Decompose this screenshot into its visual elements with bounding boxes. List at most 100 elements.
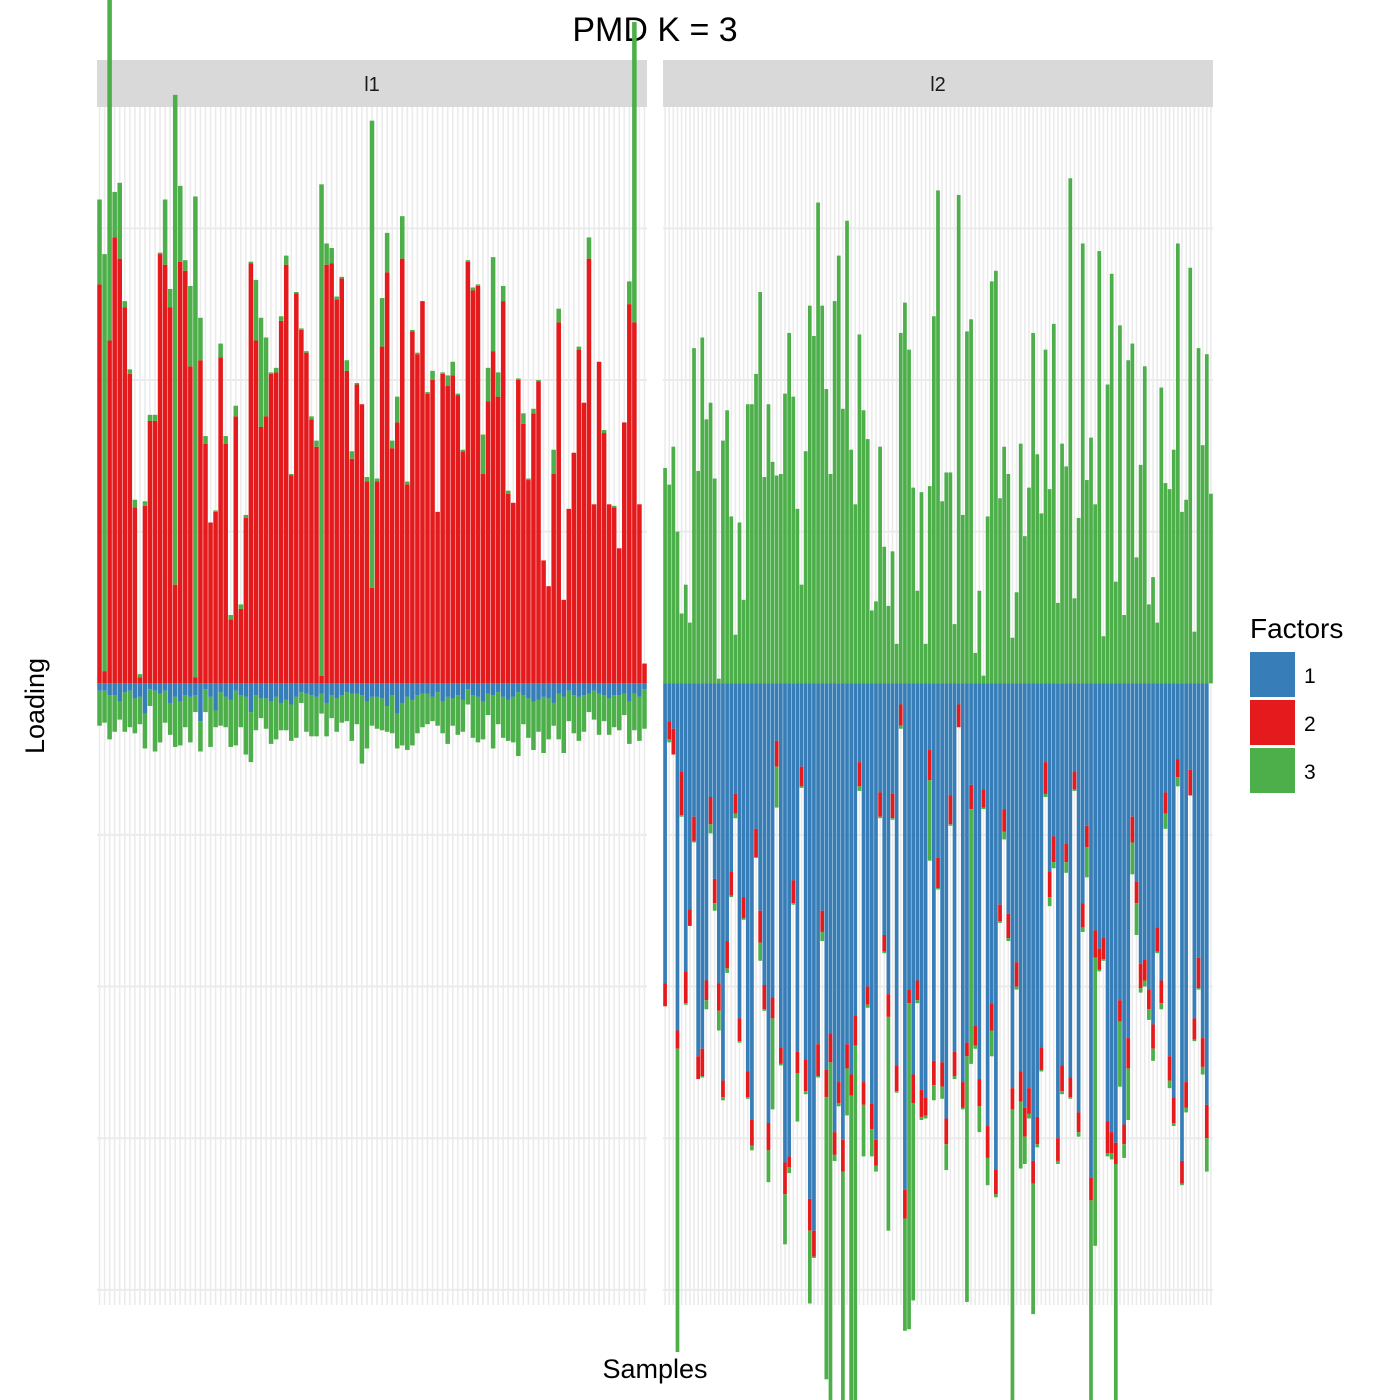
bar-factor-3 — [973, 652, 978, 684]
bar-factor-3 — [745, 404, 750, 684]
bar-factor-3 — [102, 690, 107, 723]
bar-factor-3 — [122, 301, 128, 308]
bar-factor-3 — [1010, 637, 1015, 684]
bar-factor-1 — [455, 683, 461, 696]
bar-factor-3 — [1134, 557, 1139, 684]
bar-factor-2 — [874, 1139, 878, 1166]
bar-factor-2 — [1142, 959, 1147, 981]
bar-factor-2 — [865, 986, 870, 1005]
bar-factor-2 — [956, 704, 961, 728]
bar-factor-1 — [799, 683, 804, 767]
bar-factor-3 — [894, 1091, 899, 1093]
bar-factor-2 — [700, 1048, 705, 1077]
bar-factor-3 — [1002, 831, 1007, 840]
bar-factor-3 — [586, 693, 592, 713]
bar-factor-1 — [874, 683, 878, 1140]
bar-factor-3 — [122, 692, 128, 732]
bar-factor-1 — [485, 683, 491, 694]
bar-factor-1 — [812, 683, 816, 1231]
bar-factor-3 — [911, 1103, 916, 1301]
bar-factor-3 — [919, 1116, 924, 1120]
bar-factor-3 — [944, 472, 949, 684]
bar-factor-2 — [1076, 1112, 1081, 1133]
bar-factor-3 — [903, 1218, 907, 1331]
bar-factor-3 — [470, 287, 476, 291]
bar-factor-2 — [581, 402, 587, 684]
bar-factor-3 — [394, 713, 400, 749]
bar-factor-2 — [944, 1118, 949, 1145]
bar-factor-3 — [1076, 1132, 1081, 1137]
bar-factor-3 — [157, 252, 163, 255]
bar-factor-2 — [754, 828, 758, 858]
bar-factor-3 — [977, 590, 982, 684]
bar-factor-2 — [642, 663, 647, 684]
bar-factor-2 — [898, 704, 903, 726]
bar-factor-1 — [973, 683, 978, 1026]
bar-factor-1 — [314, 683, 319, 697]
bar-factor-3 — [430, 370, 435, 380]
bar-factor-3 — [642, 689, 647, 729]
bar-factor-3 — [1188, 267, 1193, 684]
bar-factor-1 — [258, 683, 264, 699]
bar-factor-2 — [188, 366, 193, 684]
bar-factor-3 — [167, 702, 173, 735]
bar-factor-3 — [1010, 1109, 1015, 1400]
bar-factor-3 — [571, 695, 577, 734]
bar-factor-3 — [1138, 464, 1143, 684]
bar-factor-2 — [675, 1030, 680, 1049]
bar-factor-3 — [172, 696, 178, 747]
bar-factor-3 — [203, 436, 208, 444]
bar-factor-2 — [470, 290, 476, 684]
bar-factor-3 — [1196, 348, 1201, 684]
bar-factor-3 — [1039, 513, 1044, 684]
bar-factor-1 — [1093, 683, 1097, 931]
bar-factor-3 — [304, 693, 309, 732]
bar-factor-1 — [1072, 683, 1077, 772]
bar-factor-1 — [1006, 683, 1011, 914]
bar-factor-3 — [248, 712, 254, 763]
bar-factor-1 — [142, 683, 148, 714]
bar-factor-3 — [969, 809, 973, 1064]
bar-factor-1 — [213, 683, 218, 711]
bar-factor-2 — [268, 373, 274, 684]
bar-factor-2 — [1035, 1116, 1040, 1145]
bar-factor-2 — [384, 272, 390, 684]
bar-factor-1 — [193, 683, 198, 696]
bar-factor-2 — [989, 1003, 994, 1031]
bar-factor-1 — [683, 683, 688, 972]
bar-factor-2 — [394, 422, 400, 684]
bar-factor-3 — [309, 695, 314, 737]
bar-factor-2 — [637, 504, 642, 684]
bar-factor-1 — [445, 683, 450, 697]
bar-factor-3 — [147, 689, 153, 706]
bar-factor-2 — [324, 264, 329, 684]
strip-background-l1 — [97, 60, 647, 107]
bar-factor-3 — [1031, 332, 1035, 684]
bar-factor-3 — [762, 477, 767, 684]
bar-factor-3 — [238, 695, 244, 728]
bar-factor-3 — [1209, 493, 1213, 684]
bar-factor-3 — [586, 237, 592, 259]
bar-factor-3 — [248, 261, 254, 264]
bar-factor-1 — [233, 683, 239, 691]
bar-factor-1 — [766, 683, 771, 1124]
bar-factor-2 — [667, 721, 672, 740]
bar-factor-2 — [218, 357, 223, 684]
legend: Factors 1 2 3 — [1250, 613, 1343, 793]
bar-factor-1 — [923, 683, 928, 1098]
bar-factor-2 — [1085, 825, 1089, 848]
bar-factor-2 — [1064, 844, 1069, 863]
bar-factor-3 — [1192, 1039, 1197, 1042]
bar-factor-3 — [596, 693, 602, 735]
bar-factor-3 — [243, 696, 249, 755]
bar-factor-1 — [389, 683, 395, 696]
bar-factor-3 — [998, 498, 1002, 684]
bar-factor-3 — [969, 319, 973, 684]
bar-factor-3 — [566, 690, 572, 722]
bar-factor-1 — [1192, 683, 1197, 1019]
bar-factor-3 — [1167, 489, 1172, 684]
bar-factor-1 — [936, 683, 940, 858]
bar-factor-3 — [369, 120, 375, 588]
bar-factor-2 — [799, 766, 804, 787]
